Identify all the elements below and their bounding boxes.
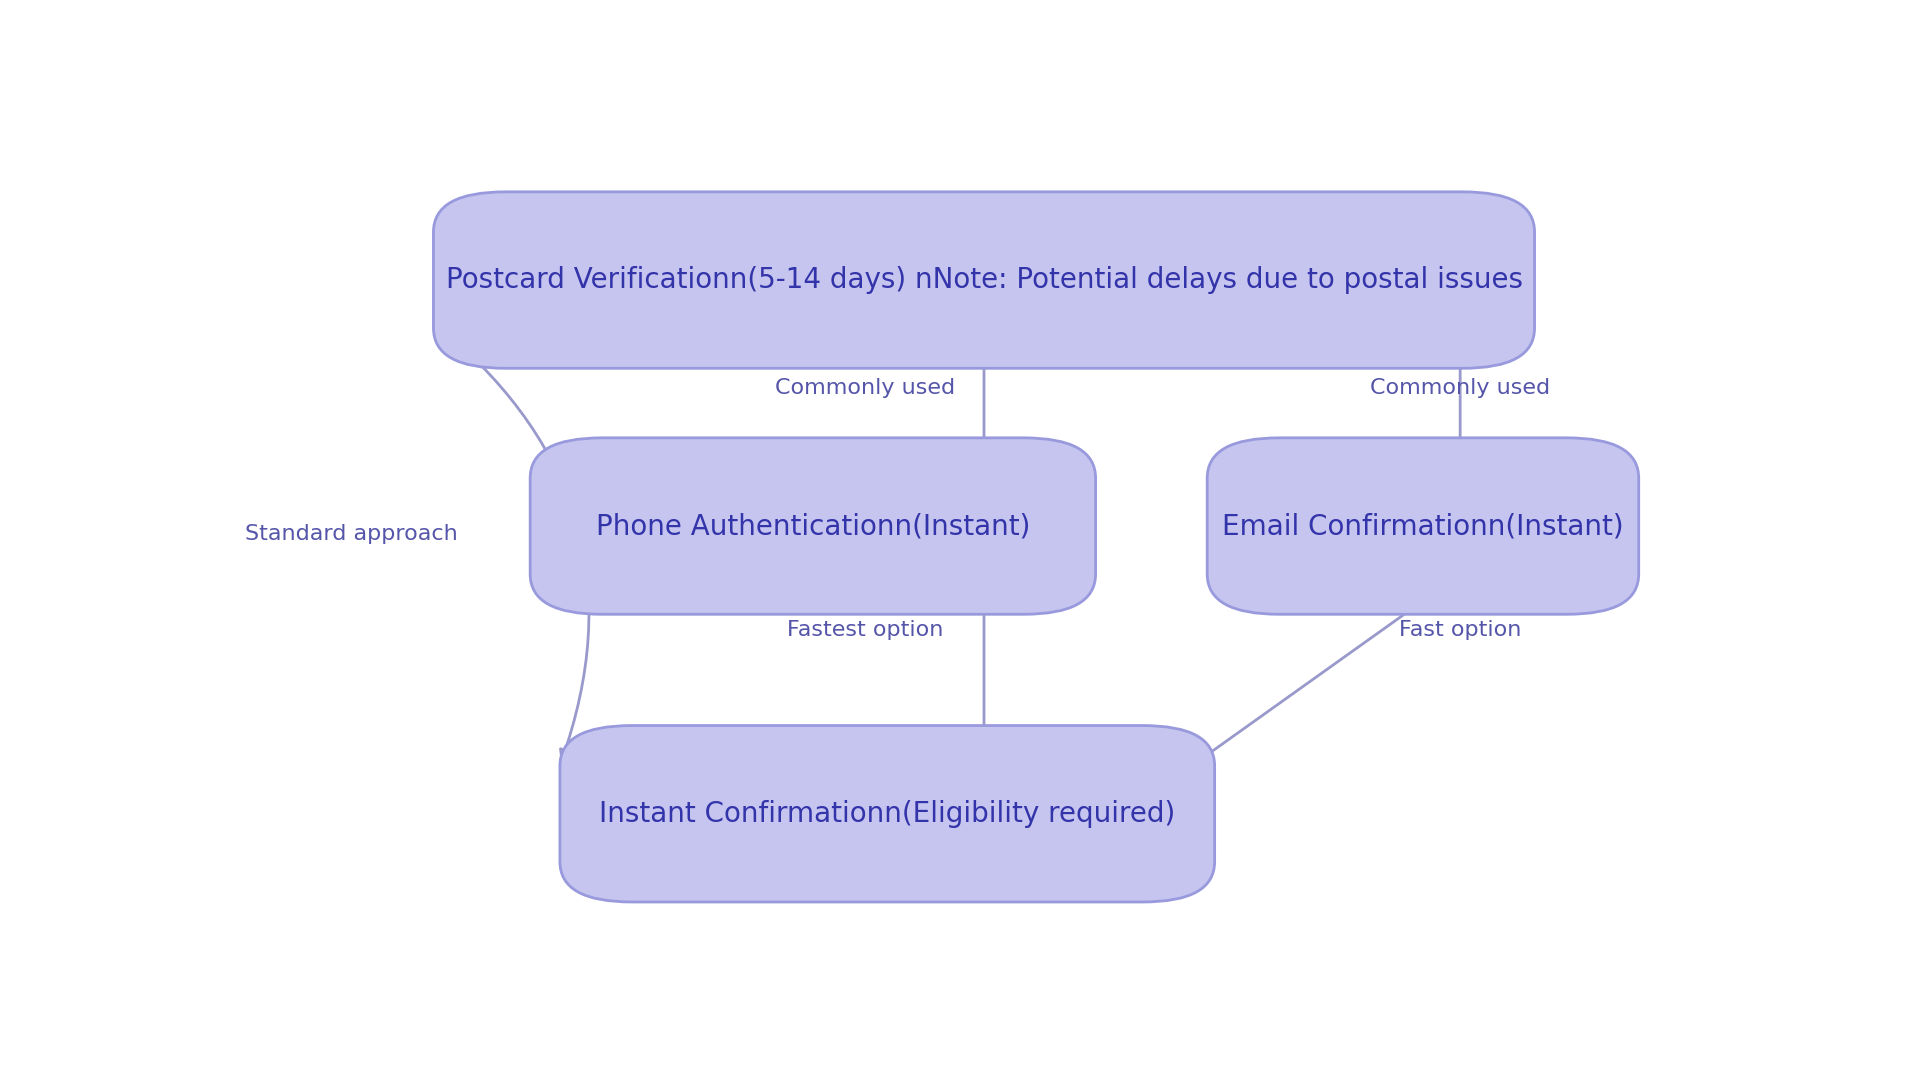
FancyArrowPatch shape	[979, 330, 989, 472]
FancyArrowPatch shape	[444, 330, 589, 760]
Text: Commonly used: Commonly used	[1371, 378, 1549, 399]
Text: Email Confirmationn(Instant): Email Confirmationn(Instant)	[1223, 512, 1624, 540]
Text: Fastest option: Fastest option	[787, 621, 943, 640]
FancyArrowPatch shape	[979, 577, 989, 759]
FancyBboxPatch shape	[530, 438, 1096, 614]
Text: Instant Confirmationn(Eligibility required): Instant Confirmationn(Eligibility requir…	[599, 799, 1175, 827]
FancyArrowPatch shape	[1196, 576, 1457, 762]
Text: Postcard Verificationn(5-14 days) nNote: Potential delays due to postal issues: Postcard Verificationn(5-14 days) nNote:…	[445, 266, 1523, 295]
Text: Phone Authenticationn(Instant): Phone Authenticationn(Instant)	[595, 512, 1029, 540]
Text: Commonly used: Commonly used	[776, 378, 954, 399]
FancyBboxPatch shape	[434, 192, 1534, 368]
FancyBboxPatch shape	[1208, 438, 1640, 614]
FancyBboxPatch shape	[561, 726, 1215, 902]
Text: Standard approach: Standard approach	[246, 524, 459, 545]
FancyArrowPatch shape	[1455, 330, 1465, 472]
Text: Fast option: Fast option	[1400, 621, 1521, 640]
